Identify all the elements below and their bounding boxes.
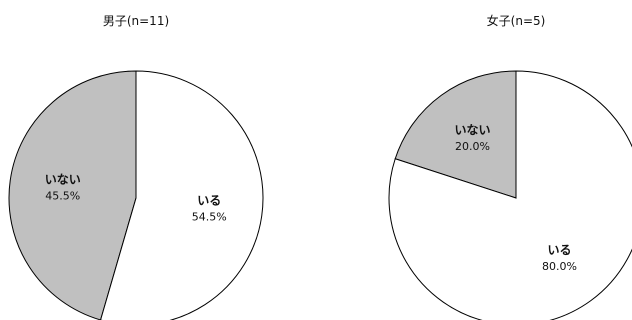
slice-value-inai: 20.0%	[455, 140, 490, 153]
pie-slice-inai	[8, 70, 137, 320]
pie-slice-iru	[388, 70, 632, 320]
chart-title: 男子(n=11)	[103, 14, 169, 28]
slice-label-inai: いない	[45, 173, 81, 187]
slice-label-inai: いない	[454, 123, 490, 137]
slice-value-inai: 45.5%	[45, 190, 80, 203]
slice-label-iru: いる	[197, 193, 221, 207]
pie-slice-iru	[100, 70, 264, 320]
slice-label-iru: いる	[547, 243, 571, 257]
slice-value-iru: 54.5%	[192, 210, 227, 223]
boys-pie-chart: 男子(n=11) いる 54.5% いない 45.5%	[8, 14, 264, 320]
pie-slice-inai	[394, 70, 517, 199]
chart-title: 女子(n=5)	[487, 13, 546, 28]
girls-pie-chart: 女子(n=5) いる 80.0% いない 20.0%	[388, 13, 632, 320]
slice-value-iru: 80.0%	[542, 260, 577, 273]
